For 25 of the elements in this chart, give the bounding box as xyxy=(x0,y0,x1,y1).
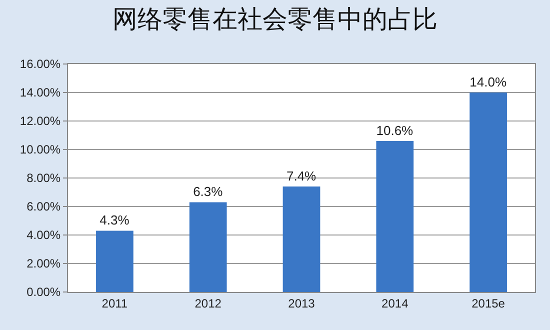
bar xyxy=(189,202,227,292)
chart-title: 网络零售在社会零售中的占比 xyxy=(112,4,438,34)
x-tick-label: 2015e xyxy=(472,296,506,310)
x-tick-label: 2014 xyxy=(382,296,409,310)
y-tick-label: 6.00% xyxy=(26,200,61,214)
x-tick-label: 2013 xyxy=(288,296,316,310)
bar xyxy=(282,186,320,292)
data-label: 4.3% xyxy=(100,212,130,228)
data-label: 6.3% xyxy=(193,184,224,200)
bar xyxy=(470,92,507,292)
x-tick-label: 2012 xyxy=(194,296,222,310)
bar xyxy=(96,230,134,292)
data-label: 14.0% xyxy=(470,74,507,90)
y-tick-label: 8.00% xyxy=(26,171,61,186)
y-tick-label: 16.00% xyxy=(20,57,61,72)
data-label: 7.4% xyxy=(286,168,317,184)
y-tick-label: 2.00% xyxy=(26,256,61,271)
y-tick-label: 0.00% xyxy=(26,285,61,300)
y-tick-label: 12.00% xyxy=(20,114,61,128)
y-tick-label: 4.00% xyxy=(26,228,61,242)
bar xyxy=(376,140,414,292)
y-tick-label: 14.00% xyxy=(20,86,61,100)
data-label: 10.6% xyxy=(376,122,414,138)
x-tick-label: 2011 xyxy=(102,296,128,310)
y-tick-label: 10.00% xyxy=(20,142,61,157)
